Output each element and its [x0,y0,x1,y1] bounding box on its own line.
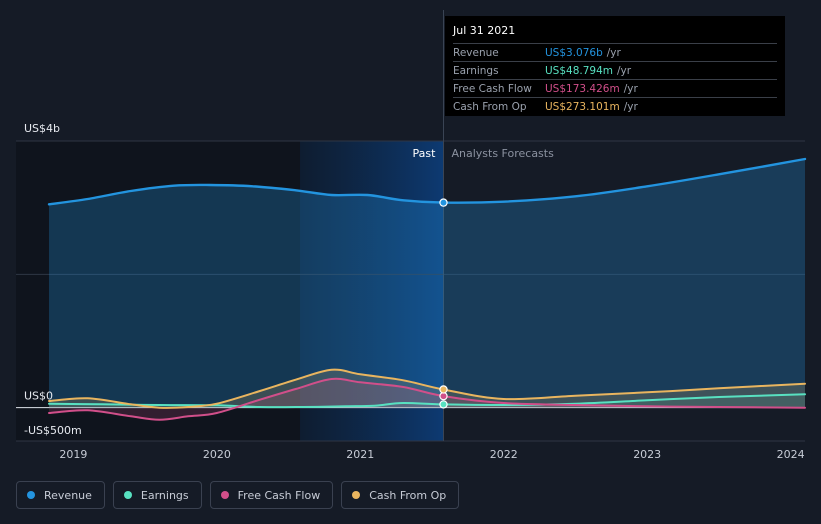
marker-revenue [439,198,448,207]
x-tick-label: 2023 [633,448,661,461]
legend-label: Earnings [140,488,189,502]
tooltip-label: Cash From Op [453,100,527,113]
tooltip-unit: /yr [623,100,638,113]
marker-cfo [439,385,448,394]
tooltip-row-free-cash-flow: Free Cash Flow US$173.426m /yr [453,79,777,97]
tooltip-label: Free Cash Flow [453,82,532,95]
y-tick-label: -US$500m [24,424,82,437]
legend-dot-icon [220,491,229,499]
tooltip-unit: /yr [617,64,632,77]
line-revenue [47,157,807,206]
tooltip-unit: /yr [606,46,621,59]
legend-item-free-cash-flow[interactable]: Free Cash Flow [209,481,334,509]
legend-label: Free Cash Flow [237,488,321,502]
legend-label: Revenue [44,488,92,502]
y-tick-label: US$4b [24,122,60,135]
tooltip-value: US$173.426m [545,82,620,95]
tooltip-value: US$273.101m [545,100,620,113]
financial-chart: US$4b US$0 -US$500m 2019 2020 2021 2022 2023 202… [16,10,807,461]
tooltip-row-cash-from-op: Cash From Op US$273.101m /yr [453,97,777,115]
tooltip-unit: /yr [623,82,638,95]
data-tooltip: Jul 31 2021 Revenue US$3.076b /yr Earnin… [445,16,785,116]
legend-dot-icon [123,491,132,499]
tooltip-label: Revenue [453,46,499,59]
area-revenue [49,159,805,408]
tooltip-value: US$48.794m [545,64,613,77]
line-earnings [48,393,806,409]
marker-earnings [439,400,448,409]
legend-item-cash-from-op[interactable]: Cash From Op [341,481,460,509]
legend-dot-icon [352,491,361,499]
legend-label: Cash From Op [369,488,447,502]
tooltip-row-revenue: Revenue US$3.076b /yr [453,43,777,61]
legend-dot-icon [27,491,35,499]
tooltip-date: Jul 31 2021 [453,24,516,37]
chart-legend: Revenue Earnings Free Cash Flow Cash Fro… [16,481,460,509]
x-tick-label: 2022 [490,448,518,461]
x-tick-label: 2021 [346,448,374,461]
tooltip-label: Earnings [453,64,499,77]
x-tick-label: 2019 [59,448,87,461]
past-label: Past [413,147,437,160]
area-fcf [49,378,805,420]
line-cfo [48,368,806,409]
legend-item-earnings[interactable]: Earnings [112,481,202,509]
series-markers [439,198,448,409]
legend-item-revenue[interactable]: Revenue [16,481,105,509]
chart-background [16,141,444,441]
axis-labels: US$4b US$0 -US$500m 2019 2020 2021 2022 2023 202… [24,122,805,461]
x-tick-label: 2024 [777,448,805,461]
line-fcf [48,377,806,421]
y-tick-label: US$0 [24,390,53,403]
forecast-label: Analysts Forecasts [451,147,554,160]
series-lines [47,157,807,421]
chart-grid [16,10,805,442]
tooltip-row-earnings: Earnings US$48.794m /yr [453,61,777,79]
tooltip-value: US$3.076b [545,46,603,59]
x-tick-label: 2020 [203,448,231,461]
area-earnings [49,394,805,408]
